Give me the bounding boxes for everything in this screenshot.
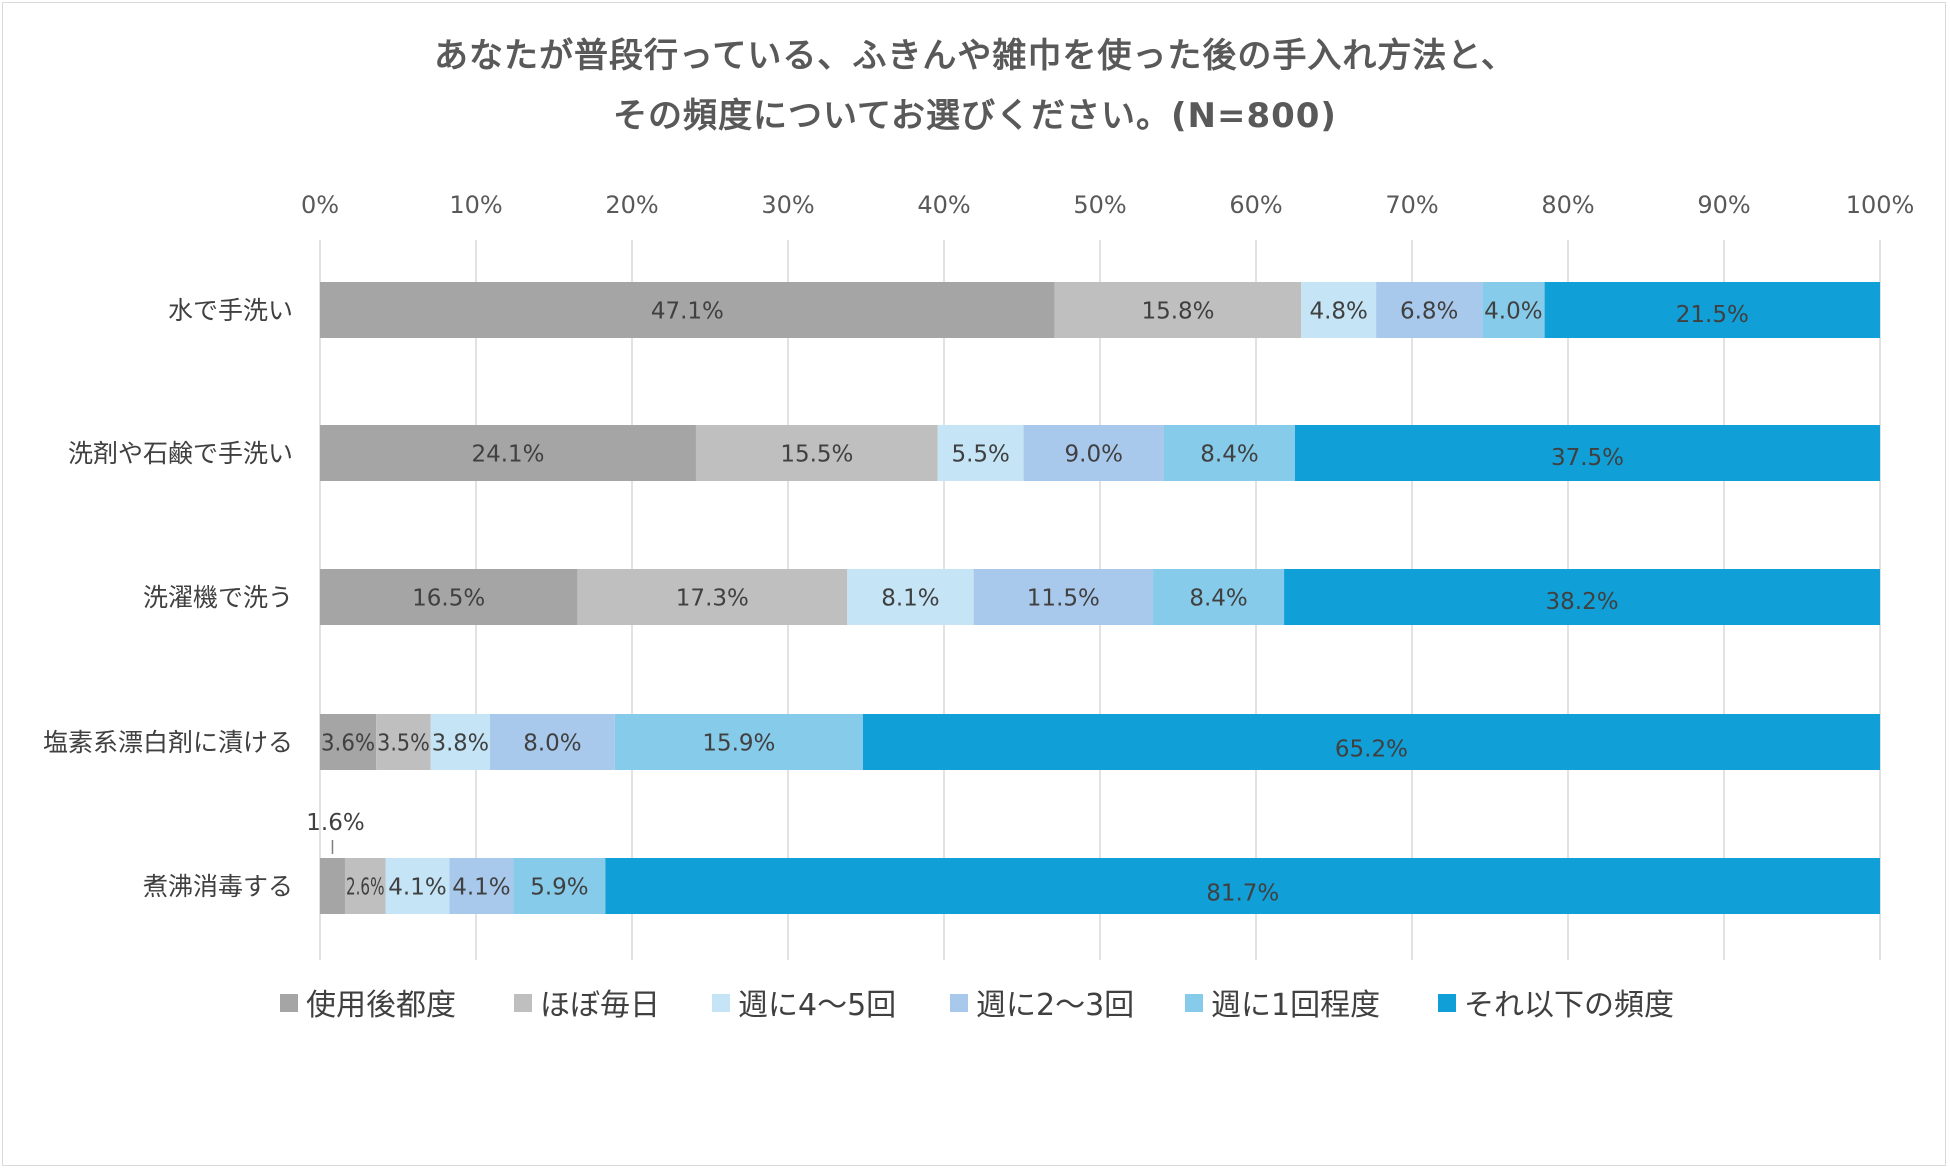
data-label: 2.6% [346, 874, 385, 900]
data-label: 4.1% [452, 874, 510, 900]
category-label: 洗濯機で洗う [143, 583, 293, 612]
data-label: 15.5% [780, 441, 853, 467]
data-label: 4.0% [1484, 298, 1542, 324]
x-tick-label: 10% [449, 191, 502, 219]
legend-swatch [514, 994, 532, 1012]
category-label: 洗剤や石鹸で手洗い [68, 439, 293, 468]
legend-label: 週に1回程度 [1211, 988, 1380, 1023]
data-label: 4.1% [388, 874, 446, 900]
data-label: 21.5% [1676, 302, 1749, 328]
bar-segment [937, 425, 1024, 481]
bar-segment [973, 569, 1154, 625]
bar-segment [320, 569, 578, 625]
bar-segment [1163, 425, 1295, 481]
bar-segment [1376, 282, 1483, 338]
data-label: 47.1% [651, 298, 724, 324]
bar-segment [1023, 425, 1164, 481]
bar-segment [1295, 425, 1880, 481]
legend-label: それ以下の頻度 [1464, 988, 1674, 1023]
bar-segment [513, 858, 606, 914]
bar-segment [1301, 282, 1377, 338]
chart-title-line-2: その頻度についてお選びください。(N=800) [613, 96, 1337, 136]
legend-swatch [1438, 994, 1456, 1012]
bar-segment [320, 425, 696, 481]
legend-label: ほぼ毎日 [540, 988, 660, 1023]
x-tick-label: 90% [1697, 191, 1750, 219]
bar-segment [1153, 569, 1285, 625]
bar-segment [577, 569, 848, 625]
data-label: 9.0% [1065, 441, 1123, 467]
bar-segment [449, 858, 514, 914]
bar-segment [490, 714, 615, 770]
data-label: 81.7% [1206, 880, 1279, 906]
legend-swatch [950, 994, 968, 1012]
category-label: 煮沸消毒する [143, 872, 293, 901]
legend-swatch [280, 994, 298, 1012]
legend-swatch [712, 994, 730, 1012]
bar-segment [695, 425, 938, 481]
data-label: 5.5% [951, 441, 1009, 467]
x-tick-label: 0% [301, 191, 339, 219]
bar-segment [1544, 282, 1880, 338]
x-tick-label: 100% [1846, 191, 1915, 219]
data-label: 8.4% [1200, 441, 1258, 467]
data-label: 3.5% [377, 730, 430, 756]
bar-segment [1482, 282, 1545, 338]
x-tick-label: 20% [605, 191, 658, 219]
legend-label: 週に2～3回 [976, 988, 1134, 1023]
category-label: 水で手洗い [168, 296, 293, 325]
data-label: 37.5% [1551, 445, 1624, 471]
data-label: 17.3% [676, 585, 749, 611]
data-label: 38.2% [1546, 589, 1619, 615]
data-label: 15.8% [1141, 298, 1214, 324]
bar-segment [1284, 569, 1880, 625]
bar-segment [376, 714, 431, 770]
x-tick-label: 80% [1541, 191, 1594, 219]
bar-segment [605, 858, 1880, 914]
legend-label: 使用後都度 [306, 988, 456, 1023]
category-label: 塩素系漂白剤に漬ける [43, 728, 293, 757]
x-tick-label: 60% [1229, 191, 1282, 219]
chart-title-line-1: あなたが普段行っている、ふきんや雑巾を使った後の手入れ方法と、 [434, 36, 1516, 76]
bar-segment [320, 858, 345, 914]
data-label: 5.9% [530, 874, 588, 900]
bar-segment [385, 858, 450, 914]
data-label: 15.9% [702, 730, 775, 756]
legend-label: 週に4～5回 [738, 988, 896, 1023]
bar-segment [320, 282, 1055, 338]
data-label: 24.1% [471, 441, 544, 467]
x-tick-label: 70% [1385, 191, 1438, 219]
data-label: 8.1% [881, 585, 939, 611]
bar-segment [344, 858, 386, 914]
bar-segment [862, 714, 1880, 770]
data-label: 1.6% [306, 810, 364, 836]
bar-segment [1054, 282, 1302, 338]
data-label: 4.8% [1309, 298, 1367, 324]
bar-segment [847, 569, 974, 625]
data-label: 16.5% [412, 585, 485, 611]
data-label: 8.0% [523, 730, 581, 756]
x-tick-label: 40% [917, 191, 970, 219]
data-label: 65.2% [1335, 736, 1408, 762]
legend-swatch [1185, 994, 1203, 1012]
data-label: 6.8% [1400, 298, 1458, 324]
bar-segment [614, 714, 863, 770]
bar-segment [430, 714, 491, 770]
x-tick-label: 50% [1073, 191, 1126, 219]
data-label: 3.6% [321, 730, 375, 756]
data-label: 3.8% [432, 730, 489, 756]
x-tick-label: 30% [761, 191, 814, 219]
data-label: 11.5% [1027, 585, 1100, 611]
data-label: 8.4% [1189, 585, 1247, 611]
bar-segment [320, 714, 377, 770]
